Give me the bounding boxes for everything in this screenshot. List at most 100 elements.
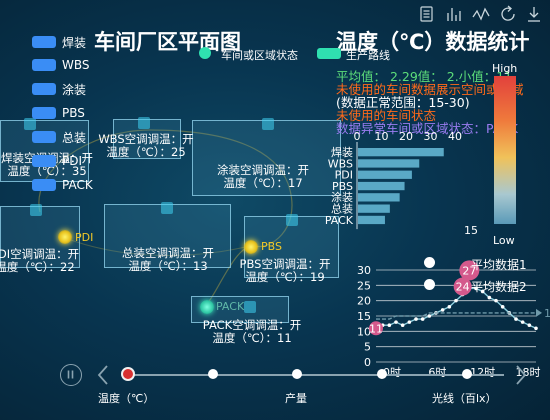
bar-category-label: PACK bbox=[325, 214, 354, 227]
refresh-icon[interactable] bbox=[501, 5, 515, 21]
room-marker-zongzhuang bbox=[161, 202, 173, 214]
annotation-label: 24 bbox=[456, 281, 470, 294]
line-legend-dot-2[interactable] bbox=[424, 279, 435, 290]
chevron-right-icon bbox=[516, 365, 527, 385]
play-button[interactable] bbox=[60, 364, 82, 386]
document-icon[interactable] bbox=[420, 6, 433, 22]
bar-x-tick-label: 20 bbox=[399, 130, 413, 143]
legend-swatch bbox=[32, 131, 56, 143]
legend-swatch bbox=[32, 155, 56, 167]
line-point bbox=[427, 314, 432, 318]
timeline-point[interactable] bbox=[292, 369, 302, 379]
line-point bbox=[394, 320, 398, 324]
line-point bbox=[440, 308, 445, 312]
timeline-track[interactable] bbox=[124, 374, 504, 376]
timeline: 温度（℃） 产量 光线（百lx） bbox=[0, 355, 550, 420]
annotation-pin bbox=[459, 260, 480, 281]
bar-category-label: 涂装 bbox=[331, 190, 353, 204]
stat-unused-status-line: 未使用的车间状态 bbox=[336, 108, 437, 123]
bar bbox=[358, 204, 390, 213]
bar bbox=[358, 181, 405, 191]
line-y-tick-label: 15 bbox=[357, 310, 371, 323]
line-point bbox=[514, 317, 518, 321]
line-point bbox=[527, 323, 532, 327]
bar bbox=[358, 170, 412, 179]
legend-label: PBS bbox=[62, 106, 85, 120]
line-point bbox=[414, 317, 418, 321]
room-label-pack: PACK空调调温：开 温度（℃）：11 bbox=[202, 318, 302, 345]
line-y-tick-label: 5 bbox=[364, 341, 371, 354]
visual-map-high-label: High bbox=[492, 62, 518, 75]
timeline-point[interactable] bbox=[208, 369, 218, 379]
bar-x-tick-label: 0 bbox=[354, 130, 361, 143]
line-y-tick-label: 30 bbox=[357, 264, 371, 277]
route-legend-swatch[interactable] bbox=[317, 48, 341, 59]
bar-chart-icon[interactable] bbox=[447, 8, 461, 21]
line-chart-icon[interactable] bbox=[472, 7, 490, 21]
timeline-current-point[interactable] bbox=[121, 367, 135, 381]
line-point bbox=[500, 305, 505, 309]
line-y-tick-label: 10 bbox=[357, 325, 371, 338]
legend-swatch bbox=[32, 179, 56, 191]
annotation-label: 27 bbox=[462, 264, 476, 277]
legend-item-wbs[interactable]: WBS bbox=[32, 58, 90, 72]
line-legend-dot-1[interactable] bbox=[424, 257, 435, 268]
timeline-point[interactable] bbox=[462, 369, 472, 379]
route-point-pdi[interactable] bbox=[58, 230, 72, 244]
visual-map-min: 15 bbox=[464, 224, 478, 237]
legend-swatch bbox=[32, 59, 56, 71]
download-icon[interactable] bbox=[528, 7, 540, 22]
bar bbox=[358, 193, 400, 202]
legend-label: PACK bbox=[62, 178, 93, 192]
legend-item-tuzhuang[interactable]: 涂装 bbox=[32, 82, 87, 97]
room-marker-hanzhuang bbox=[24, 118, 36, 130]
line-legend-label-1: 平均数据1 bbox=[471, 258, 527, 272]
stat-average-line: 平均值： 2.29值： 2.小值：11 bbox=[336, 69, 513, 84]
bar-x-tick-label: 10 bbox=[375, 130, 389, 143]
line-point bbox=[474, 286, 478, 291]
legend-item-pdi[interactable]: PDI bbox=[32, 154, 82, 168]
line-point bbox=[400, 323, 405, 327]
timeline-point[interactable] bbox=[377, 369, 387, 379]
legend-item-pbs[interactable]: PBS bbox=[32, 106, 85, 120]
room-zongzhuang[interactable] bbox=[104, 204, 231, 268]
legend-label: 总装 bbox=[62, 130, 87, 145]
floor-plan: 焊装空调调温：开 温度（℃）：35 WBS空调调温：开 温度（℃）：25 涂装空… bbox=[0, 60, 345, 355]
status-legend-swatch[interactable] bbox=[199, 47, 211, 59]
room-pbs[interactable] bbox=[244, 216, 339, 278]
prev-button[interactable] bbox=[96, 363, 110, 387]
legend-label: 涂装 bbox=[62, 82, 87, 97]
visual-map-bar[interactable] bbox=[494, 76, 516, 224]
line-point bbox=[387, 323, 392, 327]
line-point bbox=[420, 317, 425, 321]
next-button[interactable] bbox=[514, 363, 528, 387]
line-y-tick-label: 0 bbox=[364, 356, 371, 369]
route-point-pbs[interactable] bbox=[244, 240, 258, 254]
line-point bbox=[520, 320, 525, 324]
bar bbox=[358, 215, 385, 225]
bar bbox=[358, 159, 420, 168]
annotation-pin bbox=[453, 277, 472, 296]
bar bbox=[358, 148, 444, 157]
status-legend-label: 车间或区域状态 bbox=[221, 49, 298, 62]
route-legend-label: 生产路线 bbox=[346, 49, 390, 62]
route-label-pbs: PBS bbox=[261, 240, 282, 253]
legend-item-pack[interactable]: PACK bbox=[32, 178, 93, 192]
legend-item-zongzhuang[interactable]: 总装 bbox=[32, 130, 87, 145]
line-point bbox=[487, 295, 492, 300]
bar-category-label: 焊装 bbox=[331, 145, 353, 159]
legend-item-hanzhuang[interactable]: 焊装 bbox=[32, 35, 86, 50]
line-legend-label-2: 平均数据2 bbox=[471, 280, 527, 294]
legend-swatch bbox=[32, 83, 56, 95]
stat-abnormal-line: 数据异常车间或区域状态：PACK bbox=[336, 121, 518, 136]
annotation-label: 16 bbox=[544, 307, 550, 320]
toolbar bbox=[418, 5, 548, 23]
room-marker-wbs bbox=[138, 117, 150, 129]
route-point-pack[interactable] bbox=[200, 300, 214, 314]
line-point bbox=[480, 289, 485, 294]
room-hanzhuang[interactable] bbox=[0, 120, 89, 182]
page-title: 车间厂区平面图 bbox=[94, 30, 241, 54]
legend-swatch bbox=[32, 107, 56, 119]
bar-category-label: PBS bbox=[332, 180, 353, 193]
